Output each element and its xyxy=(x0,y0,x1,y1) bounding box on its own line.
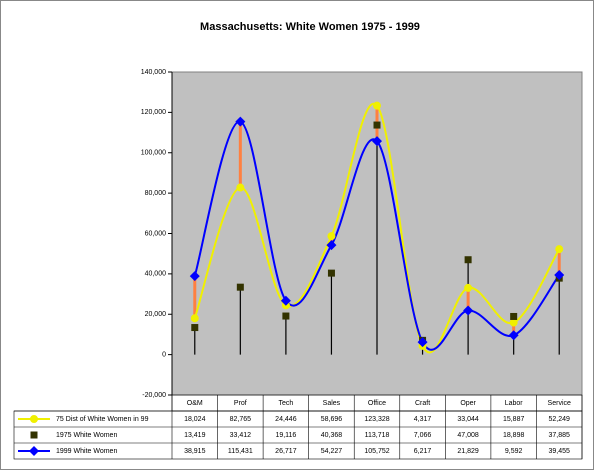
point xyxy=(373,101,381,110)
table-value: 7,066 xyxy=(414,432,432,439)
legend-marker xyxy=(30,431,38,439)
x-tick-label: Office xyxy=(368,400,386,407)
point xyxy=(373,121,381,129)
point xyxy=(236,283,244,291)
table-value: 9,592 xyxy=(505,448,523,455)
point xyxy=(282,312,290,320)
x-tick-label: Tech xyxy=(278,400,293,407)
table-value: 18,024 xyxy=(184,416,206,423)
point xyxy=(464,283,473,292)
table-value: 4,317 xyxy=(414,416,432,423)
point xyxy=(191,324,199,332)
point xyxy=(464,256,472,264)
x-tick-label: Craft xyxy=(415,400,430,407)
table-value: 40,368 xyxy=(321,432,343,439)
table-value: 47,008 xyxy=(457,432,479,439)
point xyxy=(510,312,518,320)
y-tick-label: 80,000 xyxy=(145,190,167,197)
legend-marker xyxy=(30,415,38,423)
y-tick-label: 40,000 xyxy=(145,271,167,278)
series-line xyxy=(193,120,561,351)
point xyxy=(509,318,518,327)
point xyxy=(189,271,200,282)
table-value: 58,696 xyxy=(321,416,343,423)
point xyxy=(372,136,382,147)
x-tick-label: Sales xyxy=(323,400,341,407)
table-value: 18,898 xyxy=(503,432,525,439)
y-tick-label: 20,000 xyxy=(145,311,167,318)
table-value: 52,249 xyxy=(549,416,571,423)
x-tick-label: Prof xyxy=(234,400,247,407)
table-value: 37,885 xyxy=(549,432,571,439)
table-value: 21,829 xyxy=(457,448,479,455)
legend-label: 75 Dist of White Women in 99 xyxy=(56,416,149,423)
y-tick-label: 60,000 xyxy=(145,230,167,237)
x-tick-label: Labor xyxy=(505,400,524,407)
table-value: 15,887 xyxy=(503,416,525,423)
table-value: 113,718 xyxy=(365,432,390,439)
point xyxy=(417,337,428,348)
table-value: 82,765 xyxy=(230,416,252,423)
point xyxy=(326,240,337,251)
table-value: 13,419 xyxy=(184,432,206,439)
table-value: 24,446 xyxy=(275,416,297,423)
table-value: 33,412 xyxy=(230,432,252,439)
point xyxy=(554,269,565,280)
y-tick-label: 120,000 xyxy=(141,109,166,116)
x-tick-label: O&M xyxy=(187,400,203,407)
point xyxy=(280,295,291,306)
point xyxy=(235,116,246,127)
legend-label: 1999 White Women xyxy=(56,448,117,455)
y-tick-label: -20,000 xyxy=(142,392,166,399)
point xyxy=(327,232,336,241)
point xyxy=(190,314,199,323)
table-value: 38,915 xyxy=(184,448,206,455)
table-value: 54,227 xyxy=(321,448,343,455)
point xyxy=(508,330,519,341)
table-value: 123,328 xyxy=(364,416,389,423)
point xyxy=(555,245,564,254)
chart-title: Massachusetts: White Women 1975 - 1999 xyxy=(200,21,420,33)
table-value: 26,717 xyxy=(275,448,297,455)
table-value: 19,116 xyxy=(275,432,296,439)
point xyxy=(236,183,245,192)
x-tick-label: Service xyxy=(548,400,571,407)
table-value: 39,455 xyxy=(549,448,571,455)
y-tick-label: 140,000 xyxy=(141,69,166,76)
x-tick-label: Oper xyxy=(460,400,476,407)
y-tick-label: 0 xyxy=(162,351,166,358)
point xyxy=(327,269,335,277)
table-value: 115,431 xyxy=(228,448,253,455)
table-value: 105,752 xyxy=(364,448,389,455)
point xyxy=(463,305,474,316)
table-value: 33,044 xyxy=(457,416,479,423)
table-value: 6,217 xyxy=(414,448,432,455)
y-tick-label: 100,000 xyxy=(141,150,166,157)
legend-label: 1975 White Women xyxy=(56,432,117,439)
legend-marker xyxy=(29,446,39,456)
